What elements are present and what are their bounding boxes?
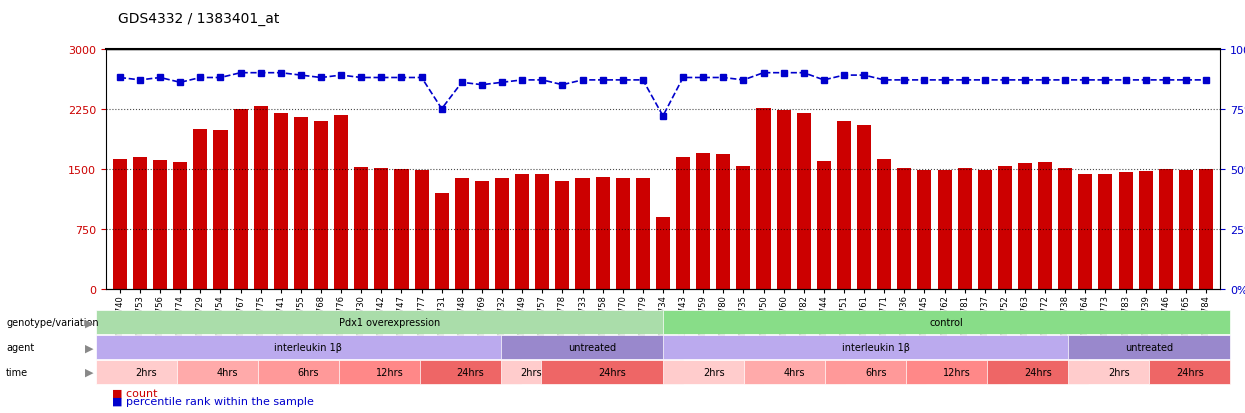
Text: interleukin 1β: interleukin 1β <box>842 342 910 352</box>
Bar <box>515 175 529 289</box>
Bar <box>133 157 147 289</box>
Bar <box>878 160 891 289</box>
Text: control: control <box>930 318 964 328</box>
Bar <box>1159 169 1173 289</box>
Bar <box>496 179 509 289</box>
Text: ■ percentile rank within the sample: ■ percentile rank within the sample <box>112 396 314 406</box>
Bar <box>1179 170 1193 289</box>
Bar <box>757 109 771 289</box>
Text: ▶: ▶ <box>85 342 93 352</box>
Text: 2hrs: 2hrs <box>702 367 725 377</box>
Bar <box>1139 172 1153 289</box>
Bar <box>213 131 228 289</box>
Bar <box>153 161 167 289</box>
Bar <box>395 169 408 289</box>
Bar <box>656 217 670 289</box>
Bar <box>254 107 268 289</box>
Bar <box>234 109 248 289</box>
Text: 24hrs: 24hrs <box>457 367 484 377</box>
Text: ▶: ▶ <box>85 367 93 377</box>
Bar <box>736 167 751 289</box>
Bar <box>555 181 569 289</box>
Bar <box>777 111 791 289</box>
Bar <box>193 129 208 289</box>
Bar <box>274 114 288 289</box>
Bar <box>1098 175 1113 289</box>
Bar <box>997 167 1012 289</box>
Text: ■ count: ■ count <box>112 387 158 397</box>
Bar <box>676 157 690 289</box>
Bar <box>314 121 329 289</box>
Text: GDS4332 / 1383401_at: GDS4332 / 1383401_at <box>118 12 280 26</box>
Bar <box>1118 173 1133 289</box>
Text: 4hrs: 4hrs <box>784 367 806 377</box>
Text: genotype/variation: genotype/variation <box>6 318 98 328</box>
Text: agent: agent <box>6 342 35 352</box>
Bar <box>375 169 388 289</box>
Bar <box>454 179 469 289</box>
Bar <box>113 160 127 289</box>
Text: 24hrs: 24hrs <box>1023 367 1052 377</box>
Text: time: time <box>6 367 29 377</box>
Bar <box>535 174 549 289</box>
Bar <box>355 168 369 289</box>
Bar <box>937 170 951 289</box>
Text: 2hrs: 2hrs <box>1108 367 1129 377</box>
Bar <box>173 162 187 289</box>
Bar <box>415 171 428 289</box>
Bar <box>977 171 992 289</box>
Bar <box>898 169 911 289</box>
Bar <box>1038 163 1052 289</box>
Bar <box>1199 169 1213 289</box>
Bar <box>1018 164 1032 289</box>
Text: 2hrs: 2hrs <box>520 367 542 377</box>
Bar <box>334 116 349 289</box>
Text: Pdx1 overexpression: Pdx1 overexpression <box>339 318 439 328</box>
Text: 12hrs: 12hrs <box>376 367 403 377</box>
Text: 6hrs: 6hrs <box>298 367 319 377</box>
Text: 2hrs: 2hrs <box>136 367 157 377</box>
Bar <box>817 161 830 289</box>
Text: interleukin 1β: interleukin 1β <box>274 342 342 352</box>
Text: ▶: ▶ <box>85 318 93 328</box>
Bar <box>1078 174 1092 289</box>
Bar <box>474 181 489 289</box>
Bar <box>1058 169 1072 289</box>
Bar <box>797 114 810 289</box>
Bar <box>294 117 308 289</box>
Bar <box>636 179 650 289</box>
Bar <box>696 153 710 289</box>
Text: untreated: untreated <box>1125 342 1173 352</box>
Bar <box>837 121 852 289</box>
Bar <box>616 178 630 289</box>
Bar <box>957 169 971 289</box>
Text: untreated: untreated <box>568 342 616 352</box>
Text: 12hrs: 12hrs <box>942 367 971 377</box>
Text: 24hrs: 24hrs <box>599 367 626 377</box>
Bar <box>435 193 448 289</box>
Bar <box>575 178 590 289</box>
Text: 4hrs: 4hrs <box>217 367 238 377</box>
Bar <box>857 126 872 289</box>
Text: 6hrs: 6hrs <box>865 367 886 377</box>
Bar <box>716 154 731 289</box>
Bar <box>918 171 931 289</box>
Text: 24hrs: 24hrs <box>1175 367 1204 377</box>
Bar <box>595 177 610 289</box>
